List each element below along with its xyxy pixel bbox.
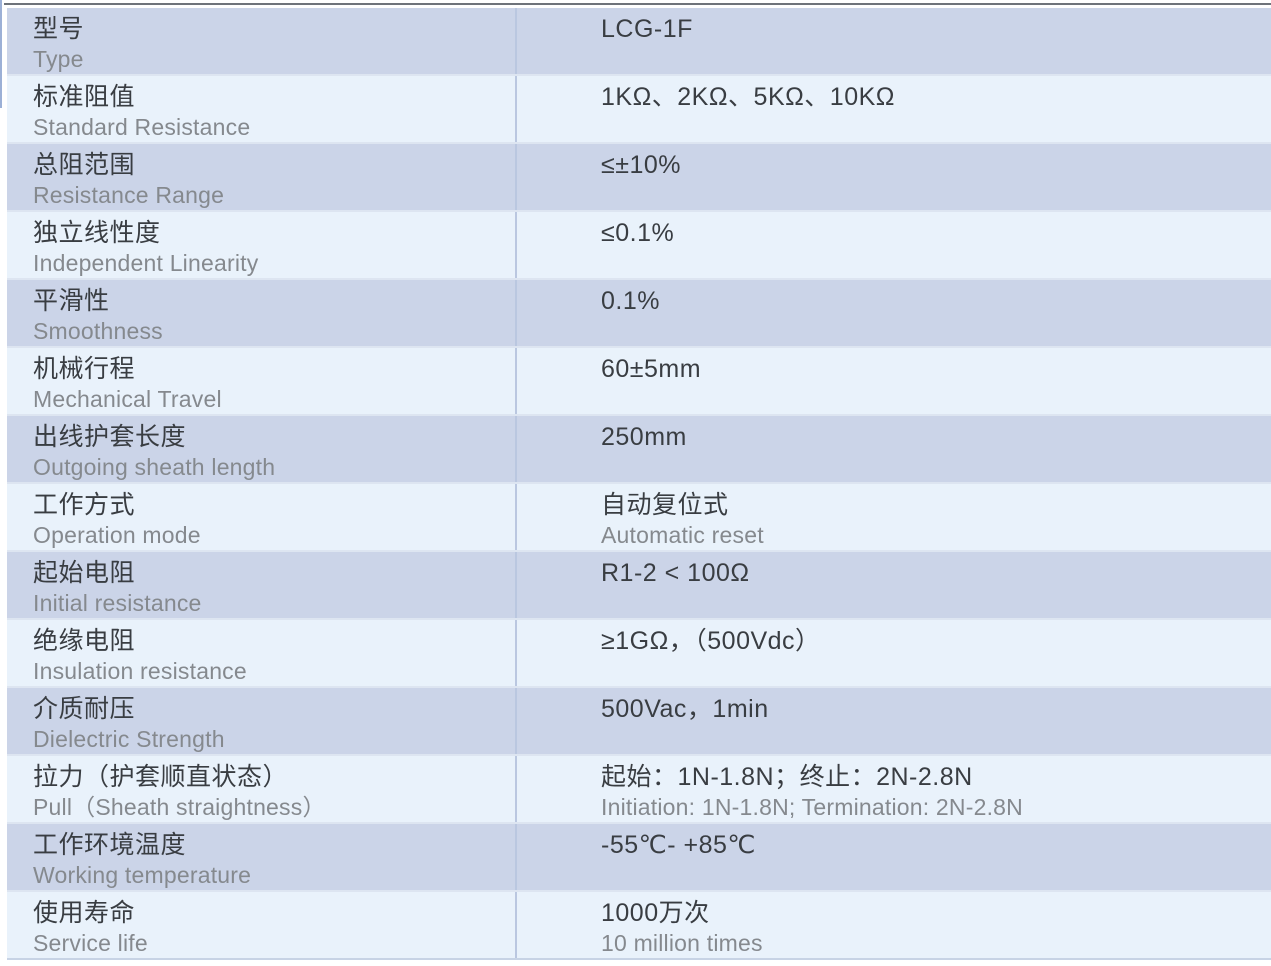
spec-label-cell: 型号 Type [7,8,515,74]
spec-value-cell: 起始：1N-1.8N；终止：2N-2.8N Initiation: 1N-1.8… [515,756,1271,822]
spec-label-zh: 总阻范围 [33,151,136,179]
spec-value-primary: 60±5mm [601,355,702,383]
spec-value-cell: 250mm [515,416,1271,482]
spec-value-primary: LCG-1F [601,15,693,43]
spec-label-en: Working temperature [33,862,252,888]
spec-label-zh: 型号 [33,15,85,43]
spec-row: 机械行程 Mechanical Travel 60±5mm [7,348,1271,416]
spec-row: 使用寿命 Service life 1000万次 10 million time… [7,892,1271,960]
spec-value-cell: ≤0.1% [515,212,1271,278]
spec-row: 工作环境温度 Working temperature -55℃- +85℃ [7,824,1271,892]
spec-label-en: Resistance Range [33,182,225,208]
spec-value-cell: 0.1% [515,280,1271,346]
spec-value-primary: 起始：1N-1.8N；终止：2N-2.8N [601,763,973,791]
spec-label-en: Pull（Sheath straightness） [33,794,326,820]
spec-value-primary: 250mm [601,423,687,451]
spec-value-cell: R1-2 < 100Ω [515,552,1271,618]
spec-label-en: Outgoing sheath length [33,454,276,480]
spec-label-en: Standard Resistance [33,114,251,140]
spec-row: 出线护套长度 Outgoing sheath length 250mm [7,416,1271,484]
spec-label-zh: 机械行程 [33,355,136,383]
spec-label-zh: 拉力（护套顺直状态） [33,763,289,791]
spec-value-secondary: Initiation: 1N-1.8N; Termination: 2N-2.8… [601,794,1023,820]
spec-label-cell: 总阻范围 Resistance Range [7,144,515,210]
spec-label-en: Insulation resistance [33,658,247,684]
spec-label-cell: 使用寿命 Service life [7,892,515,958]
spec-label-zh: 出线护套长度 [33,423,187,451]
spec-label-en: Independent Linearity [33,250,259,276]
spec-row: 平滑性 Smoothness 0.1% [7,280,1271,348]
spec-label-zh: 标准阻值 [33,83,136,111]
spec-value-cell: ≤±10% [515,144,1271,210]
spec-value-primary: R1-2 < 100Ω [601,559,750,587]
spec-row: 拉力（护套顺直状态） Pull（Sheath straightness） 起始：… [7,756,1271,824]
spec-row: 绝缘电阻 Insulation resistance ≥1GΩ，（500Vdc） [7,620,1271,688]
spec-value-primary: 500Vac，1min [601,695,769,723]
spec-value-cell: 60±5mm [515,348,1271,414]
spec-label-cell: 介质耐压 Dielectric Strength [7,688,515,754]
spec-value-primary: 1KΩ、2KΩ、5KΩ、10KΩ [601,83,895,111]
spec-label-zh: 平滑性 [33,287,110,315]
spec-label-zh: 工作环境温度 [33,831,187,859]
spec-value-cell: -55℃- +85℃ [515,824,1271,890]
spec-label-cell: 工作方式 Operation mode [7,484,515,550]
spec-label-en: Operation mode [33,522,201,548]
spec-value-primary: ≤±10% [601,151,681,179]
spec-row: 型号 Type LCG-1F [7,8,1271,76]
spec-label-en: Dielectric Strength [33,726,225,752]
spec-label-zh: 起始电阻 [33,559,136,587]
spec-label-cell: 拉力（护套顺直状态） Pull（Sheath straightness） [7,756,515,822]
spec-value-primary: 0.1% [601,287,660,315]
spec-value-cell: 500Vac，1min [515,688,1271,754]
spec-label-en: Mechanical Travel [33,386,222,412]
spec-label-zh: 介质耐压 [33,695,136,723]
spec-value-primary: -55℃- +85℃ [601,831,756,859]
spec-value-primary: ≤0.1% [601,219,675,247]
spec-value-cell: 1000万次 10 million times [515,892,1271,958]
spec-label-en: Service life [33,930,148,956]
spec-label-en: Type [33,46,84,72]
spec-label-cell: 出线护套长度 Outgoing sheath length [7,416,515,482]
spec-row: 总阻范围 Resistance Range ≤±10% [7,144,1271,212]
spec-row: 工作方式 Operation mode 自动复位式 Automatic rese… [7,484,1271,552]
spec-label-cell: 标准阻值 Standard Resistance [7,76,515,142]
specification-table: 型号 Type LCG-1F 标准阻值 Standard Resistance … [7,8,1271,960]
spec-label-zh: 工作方式 [33,491,136,519]
spec-value-primary: 自动复位式 [601,491,729,519]
spec-label-en: Smoothness [33,318,163,344]
spec-row: 起始电阻 Initial resistance R1-2 < 100Ω [7,552,1271,620]
spec-row: 独立线性度 Independent Linearity ≤0.1% [7,212,1271,280]
spec-label-cell: 起始电阻 Initial resistance [7,552,515,618]
spec-value-cell: 1KΩ、2KΩ、5KΩ、10KΩ [515,76,1271,142]
spec-value-primary: 1000万次 [601,899,710,927]
top-rule [4,3,1271,5]
spec-row: 标准阻值 Standard Resistance 1KΩ、2KΩ、5KΩ、10K… [7,76,1271,144]
spec-label-cell: 平滑性 Smoothness [7,280,515,346]
spec-label-zh: 使用寿命 [33,899,136,927]
spec-value-secondary: Automatic reset [601,522,764,548]
table-outer-border-stub [0,0,2,108]
spec-value-secondary: 10 million times [601,930,763,956]
spec-label-cell: 机械行程 Mechanical Travel [7,348,515,414]
spec-label-cell: 工作环境温度 Working temperature [7,824,515,890]
spec-value-cell: LCG-1F [515,8,1271,74]
spec-label-zh: 绝缘电阻 [33,627,136,655]
spec-value-cell: ≥1GΩ，（500Vdc） [515,620,1271,686]
spec-row: 介质耐压 Dielectric Strength 500Vac，1min [7,688,1271,756]
spec-label-en: Initial resistance [33,590,202,616]
spec-label-cell: 独立线性度 Independent Linearity [7,212,515,278]
spec-label-zh: 独立线性度 [33,219,161,247]
spec-label-cell: 绝缘电阻 Insulation resistance [7,620,515,686]
spec-value-primary: ≥1GΩ，（500Vdc） [601,627,821,655]
spec-value-cell: 自动复位式 Automatic reset [515,484,1271,550]
